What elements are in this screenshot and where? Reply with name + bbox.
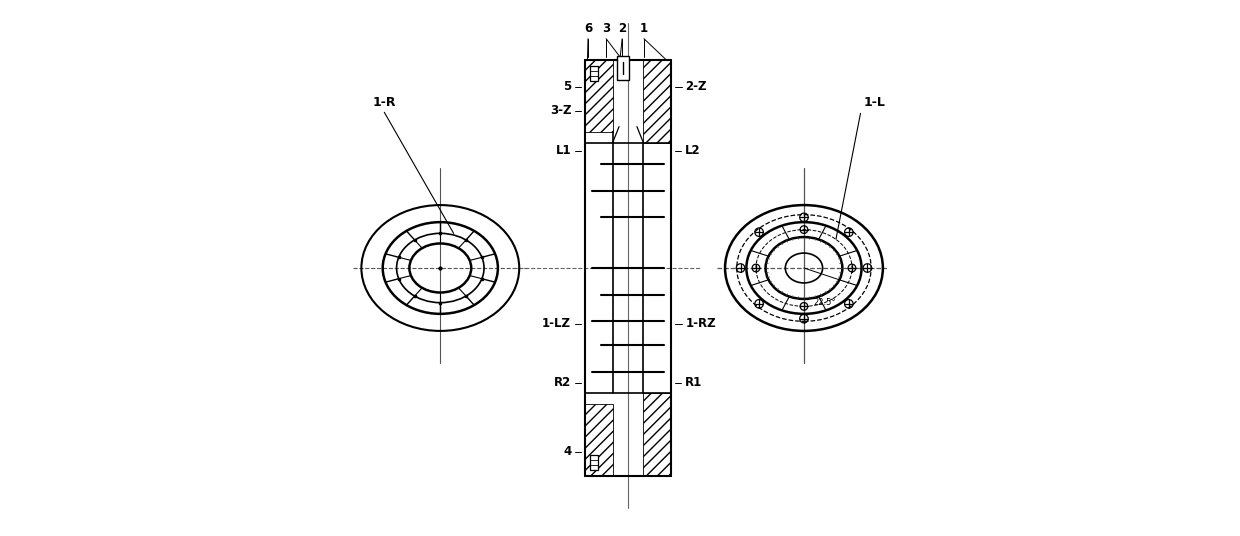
Text: R2: R2 bbox=[554, 376, 572, 389]
Text: 6: 6 bbox=[584, 21, 593, 34]
Text: R1: R1 bbox=[684, 376, 702, 389]
Text: 22.5°: 22.5° bbox=[813, 298, 836, 307]
Text: L2: L2 bbox=[684, 144, 701, 157]
Text: 1-RZ: 1-RZ bbox=[686, 317, 717, 331]
Text: 1-L: 1-L bbox=[863, 96, 885, 109]
Bar bbox=[589, 66, 598, 81]
Bar bbox=[618, 56, 629, 80]
Text: 1-LZ: 1-LZ bbox=[542, 317, 570, 331]
Text: 1: 1 bbox=[640, 21, 649, 34]
Bar bbox=[589, 455, 598, 470]
Text: 3: 3 bbox=[603, 21, 610, 34]
Text: 1-R: 1-R bbox=[372, 96, 396, 109]
Text: 4: 4 bbox=[563, 445, 572, 458]
Text: L1: L1 bbox=[556, 144, 572, 157]
Text: 3-Z: 3-Z bbox=[551, 104, 572, 117]
Text: 5: 5 bbox=[563, 80, 572, 93]
Text: 2-Z: 2-Z bbox=[686, 80, 707, 93]
Text: 2: 2 bbox=[618, 21, 626, 34]
